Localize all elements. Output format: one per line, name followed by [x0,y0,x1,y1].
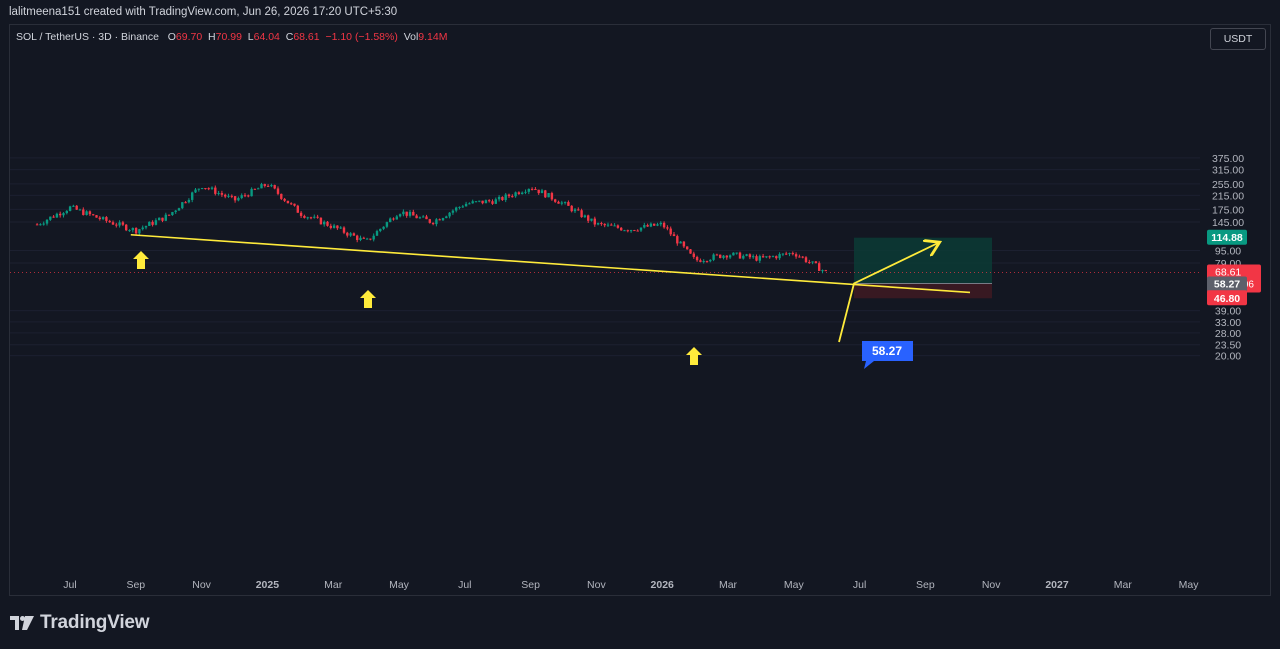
close-label: C [285,31,294,43]
attribution-bar: lalitmeena151 created with TradingView.c… [0,0,1280,24]
chart-pane[interactable] [9,24,1271,596]
symbol-name: SOL / TetherUS · 3D · Binance [16,31,159,43]
low-label: L [247,31,254,43]
symbol-legend: SOL / TetherUS · 3D · Binance O69.70 H70… [16,31,447,43]
open-value: 69.70 [175,31,203,43]
open-label: O [167,31,176,43]
tradingview-logo[interactable]: TradingView [10,612,150,634]
currency-button[interactable]: USDT [1210,28,1266,50]
close-value: 68.61 [293,31,320,43]
volume-value: 9.14M [418,31,448,43]
low-value: 64.04 [253,31,280,43]
high-label: H [208,31,216,43]
attribution-text: lalitmeena151 created with TradingView.c… [9,6,398,18]
footer-bar [0,596,1280,649]
tradingview-logo-icon [10,616,34,630]
logo-text: TradingView [40,612,150,633]
high-value: 70.99 [215,31,242,43]
change-value: −1.10 (−1.58%) [325,31,398,43]
volume-label: Vol [403,31,419,43]
